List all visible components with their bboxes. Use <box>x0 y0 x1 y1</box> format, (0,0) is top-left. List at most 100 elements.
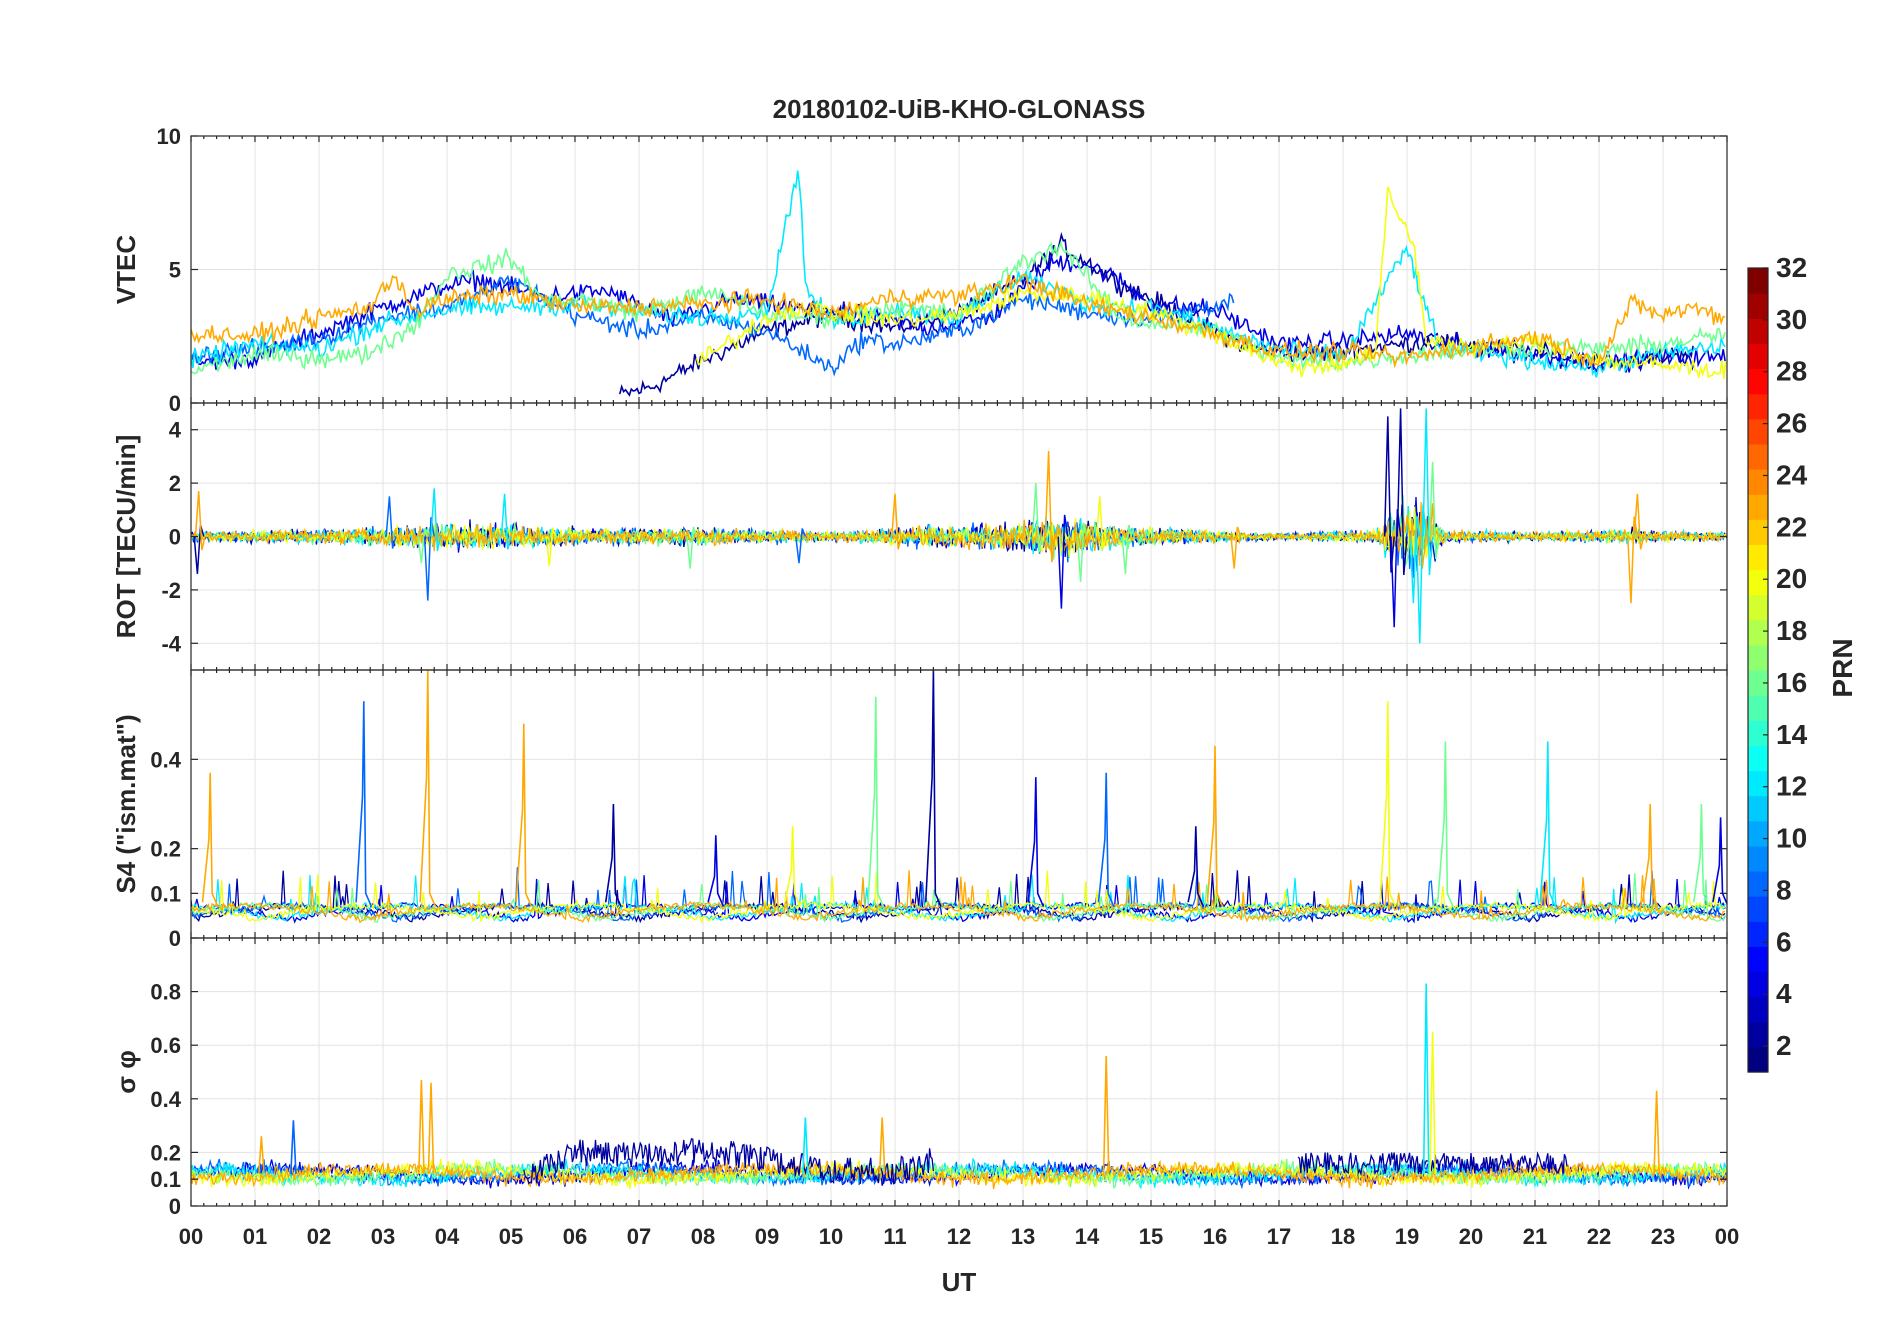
rot-spike <box>1230 526 1242 569</box>
colorbar-segment <box>1748 896 1768 922</box>
x-tick-label: 21 <box>1523 1224 1547 1249</box>
colorbar-segment <box>1748 619 1768 646</box>
s4-spike <box>1692 803 1710 908</box>
x-tick-label: 19 <box>1395 1224 1419 1249</box>
s4-series-prn-20 <box>191 870 1726 924</box>
colorbar-segment <box>1748 519 1768 545</box>
colorbar-segment <box>1748 293 1768 319</box>
sigma-spike <box>258 1136 265 1174</box>
y-tick-label-sigma: 0.4 <box>150 1087 181 1112</box>
rot-spike <box>1095 496 1107 549</box>
x-tick-label: 12 <box>947 1224 971 1249</box>
colorbar-tick-label: 18 <box>1776 615 1807 646</box>
rot-spike <box>545 527 557 566</box>
series-vtec <box>191 170 1727 397</box>
y-tick-label-rot: 2 <box>169 471 181 496</box>
ticks-sigma <box>190 938 1728 1207</box>
colorbar-segment <box>1748 871 1768 897</box>
rot-spike <box>1057 514 1069 609</box>
x-tick-label: 16 <box>1203 1224 1227 1249</box>
s4-spike <box>1379 701 1397 908</box>
x-tick-label: 22 <box>1587 1224 1611 1249</box>
y-tick-label-vtec: 5 <box>169 258 181 283</box>
rot-spike <box>194 491 206 551</box>
s4-spike <box>515 723 533 908</box>
colorbar-tick-label: 24 <box>1776 459 1808 490</box>
sigma-spike <box>427 1082 435 1174</box>
panel-sigma: 00.10.2 0.4 0.6 0.8 σ φ <box>111 937 1728 1219</box>
s4-spike <box>924 670 942 908</box>
rot-spike <box>1415 504 1427 644</box>
s4-spike <box>867 696 885 908</box>
y-axis-label-s4: S4 ("ism.mat") <box>111 714 141 893</box>
x-tick-label: 11 <box>883 1224 906 1249</box>
x-tick-label: 15 <box>1139 1224 1163 1249</box>
rot-spike <box>1633 493 1645 550</box>
x-tick-label: 00 <box>1715 1224 1739 1249</box>
x-axis: 00 01 02 03 04 05 06 07 08 09 10 11 12 13 14 15 16 17 18 19… <box>179 1224 1739 1249</box>
x-tick-label: 18 <box>1331 1224 1355 1249</box>
x-tick-label: 01 <box>243 1224 267 1249</box>
colorbar-tick-label: 6 <box>1776 926 1792 957</box>
x-tick-label: 07 <box>627 1224 651 1249</box>
y-tick-label-s4: 0.2 <box>150 837 181 862</box>
y-tick-label-sigma: 0 <box>169 1194 181 1219</box>
colorbar-segment <box>1748 996 1768 1023</box>
colorbar-segment <box>1748 921 1768 947</box>
rot-spike <box>193 525 205 574</box>
colorbar-tick-label: 16 <box>1776 667 1807 698</box>
colorbar-tick-label: 14 <box>1776 719 1808 750</box>
y-tick-label-s4: 0.4 <box>150 747 181 772</box>
chart-title: 20180102-UiB-KHO-GLONASS <box>773 94 1146 124</box>
sigma-spike <box>290 1120 297 1174</box>
colorbar-tick-label: 30 <box>1776 304 1807 335</box>
sigma-spike <box>802 1117 809 1174</box>
x-tick-label: 17 <box>1267 1224 1291 1249</box>
s4-spike <box>784 826 802 908</box>
colorbar-segment <box>1748 795 1768 822</box>
s4-spike <box>1027 777 1045 908</box>
colorbar-segment <box>1748 946 1768 973</box>
s4-spike <box>201 772 219 908</box>
s4-spike <box>604 803 622 908</box>
sigma-series-prn-2-band <box>523 1137 935 1185</box>
rot-spike <box>891 493 903 550</box>
colorbar-tick-label: 32 <box>1776 252 1807 283</box>
colorbar-segment <box>1748 544 1768 571</box>
colorbar-tick-label: 10 <box>1776 823 1807 854</box>
grid-vtec <box>191 136 1727 403</box>
colorbar-segment <box>1748 418 1768 445</box>
rot-spike <box>500 493 512 550</box>
rot-spike <box>795 528 807 564</box>
sigma-spike <box>1653 1090 1660 1174</box>
colorbar-segment <box>1748 820 1768 847</box>
y-tick-label-vtec: 10 <box>157 124 181 149</box>
y-tick-label-s4: 0.1 <box>150 881 181 906</box>
s4-spike <box>707 835 725 908</box>
colorbar-segment <box>1748 594 1768 621</box>
y-tick-label-s4: 0 <box>169 926 181 951</box>
colorbar-segment <box>1748 1021 1768 1048</box>
y-axis-label-rot: ROT [TECU/min] <box>111 435 141 639</box>
colorbar-segment <box>1748 318 1768 344</box>
rot-spike <box>430 488 442 552</box>
y-tick-label-sigma: 0.8 <box>150 980 181 1005</box>
x-tick-label: 23 <box>1651 1224 1675 1249</box>
colorbar-segment <box>1748 443 1768 470</box>
rot-spike <box>1428 461 1440 560</box>
colorbar-segment <box>1748 845 1768 872</box>
y-axis-label-vtec: VTEC <box>111 235 141 305</box>
rot-spike <box>1383 416 1395 573</box>
colorbar-segment <box>1748 745 1768 772</box>
colorbar-frame <box>1747 267 1769 1073</box>
colorbar-tick-label: 26 <box>1776 408 1807 439</box>
rot-spike <box>1390 509 1402 628</box>
rot-spike <box>1627 516 1639 604</box>
colorbar-tick-label: 20 <box>1776 563 1807 594</box>
x-tick-label: 08 <box>691 1224 715 1249</box>
rot-spike <box>1044 451 1056 563</box>
colorbar-segment <box>1748 494 1768 520</box>
series-s4 <box>191 670 1727 925</box>
colorbar-tick-label: 8 <box>1776 874 1792 905</box>
x-tick-label: 00 <box>179 1224 203 1249</box>
